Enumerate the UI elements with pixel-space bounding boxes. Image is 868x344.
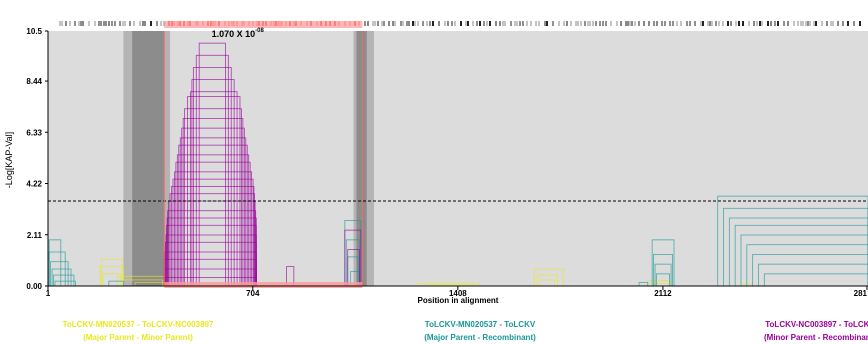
y-axis-label: -Log[KAP-Val] xyxy=(4,132,14,188)
highlight-region xyxy=(163,21,363,288)
y-tick-label: 0.00 xyxy=(26,282,42,291)
x-ticks: 1 704 1408 2112 281 xyxy=(46,286,868,298)
x-tick-label: 281 xyxy=(854,289,868,298)
legend-series-3: ToLCKV-NC003897 - ToLCKV (Minor Parent -… xyxy=(720,318,868,344)
plot-background xyxy=(48,31,868,286)
legend-series-1: ToLCKV-MN020537 - ToLCKV-NC003897 (Major… xyxy=(38,318,238,344)
legend-series-1-role: (Major Parent - Minor Parent) xyxy=(83,333,193,342)
legend-series-1-name: ToLCKV-MN020537 - ToLCKV-NC003897 xyxy=(62,320,214,329)
shaded-regions xyxy=(123,31,374,286)
legend-series-2-name: ToLCKV-MN020537 - ToLCKV xyxy=(424,320,536,329)
y-tick-label: 10.5 xyxy=(26,27,42,36)
x-tick-label: 704 xyxy=(246,289,260,298)
highlight-bottom-bar xyxy=(164,282,363,288)
y-tick-label: 8.44 xyxy=(26,77,42,86)
legend-series-3-name: ToLCKV-NC003897 - ToLCKV xyxy=(765,320,868,329)
peak-annotation-exponent: -08 xyxy=(255,28,264,34)
peak-annotation: 1.070 X 10-08 xyxy=(212,28,265,39)
y-tick-label: 6.33 xyxy=(26,128,42,137)
x-axis-label: Position in alignment xyxy=(418,296,499,305)
peak-annotation-mantissa: 1.070 X 10 xyxy=(212,29,256,39)
x-tick-label: 1 xyxy=(46,289,51,298)
x-tick-label: 2112 xyxy=(654,289,672,298)
legend-series-2-role: (Major Parent - Recombinant) xyxy=(424,333,536,342)
y-ticks: 10.5 8.44 6.33 4.22 2.11 0.00 xyxy=(26,27,48,291)
breakpoint-zone-right-inner xyxy=(356,31,367,286)
legend-series-2: ToLCKV-MN020537 - ToLCKV (Major Parent -… xyxy=(380,318,580,344)
highlight-top-bar xyxy=(164,21,363,28)
y-tick-label: 4.22 xyxy=(26,180,42,189)
breakpoint-zone-left-inner xyxy=(132,31,165,286)
legend-series-3-role: (Minor Parent - Recombinant) xyxy=(763,333,868,342)
x-tick-label: 1408 xyxy=(449,289,467,298)
y-tick-label: 2.11 xyxy=(27,231,43,240)
